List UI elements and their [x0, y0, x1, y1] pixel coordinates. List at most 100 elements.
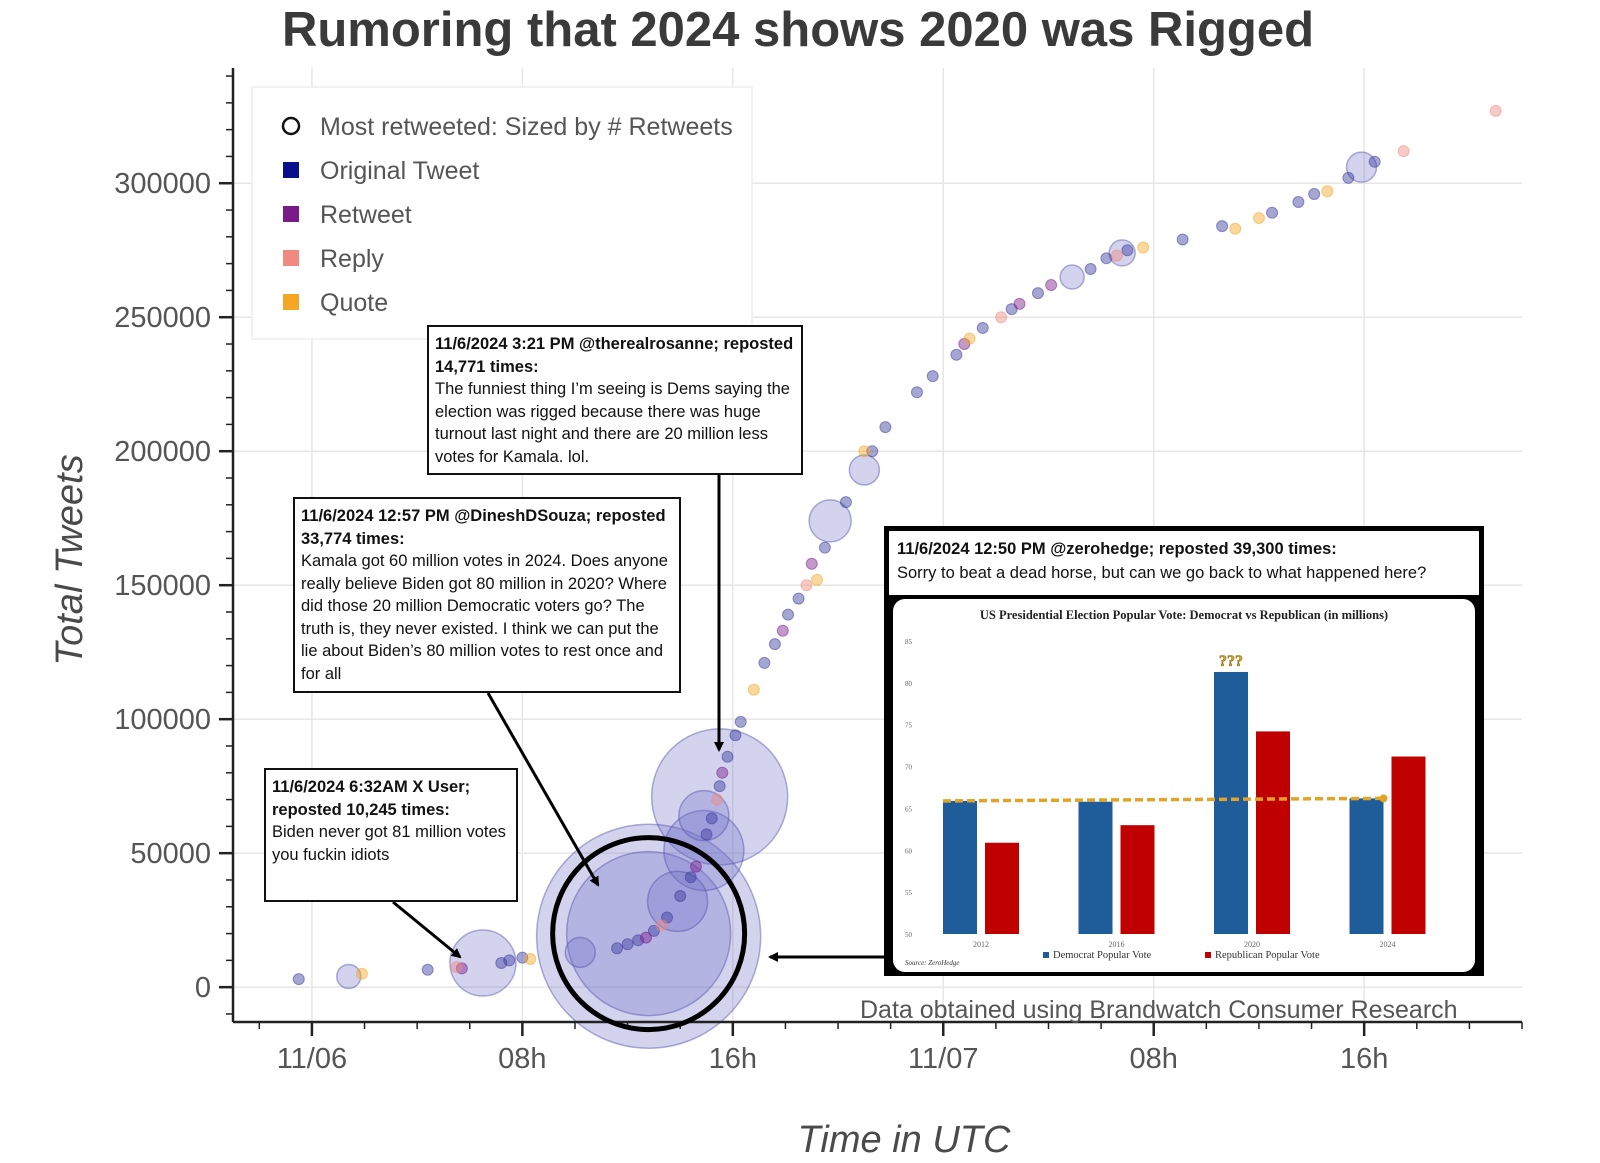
data-point [1137, 241, 1150, 254]
x-tick-label: 16h [709, 1043, 757, 1075]
data-point [810, 573, 823, 586]
x-tick-label: 16h [1340, 1043, 1388, 1075]
data-point [611, 942, 624, 955]
inset-bar [1120, 825, 1155, 934]
points-layer [292, 104, 1502, 986]
data-point [684, 871, 697, 884]
data-point [524, 953, 537, 966]
data-point [1031, 287, 1044, 300]
data-point [976, 321, 989, 334]
annotation-arrow [486, 692, 600, 887]
data-point [689, 860, 702, 873]
bubble-point [335, 963, 362, 990]
inset-bar [943, 800, 977, 934]
data-point [879, 421, 892, 434]
y-tick-label: 300000 [114, 168, 211, 200]
data-point [1489, 104, 1502, 117]
inset-y-tick-label: 85 [905, 638, 913, 646]
inset-legend-label: Democrat Popular Vote [1053, 950, 1152, 961]
data-point [818, 541, 831, 554]
data-point [776, 624, 789, 637]
annotation-rosanne: 11/6/2024 3:21 PM @therealrosanne; repos… [427, 325, 803, 475]
data-point [758, 656, 771, 669]
legend: Most retweeted: Sized by # Retweets Origi… [251, 86, 753, 340]
x-tick-label: 11/07 [908, 1043, 978, 1075]
data-point [1229, 222, 1242, 235]
source-note: Data obtained using Brandwatch Consumer … [860, 996, 1458, 1024]
bubble-point [564, 936, 596, 969]
inset-y-tick-label: 80 [905, 680, 913, 688]
inset-x-ticks: 2012 2016 2020 2024 [973, 940, 1396, 949]
data-point [655, 919, 668, 932]
data-point [1110, 249, 1123, 262]
data-point [747, 683, 760, 696]
data-point [950, 348, 963, 361]
data-point [292, 973, 305, 986]
bubble-point [678, 789, 730, 842]
inset-legend-label: Republican Popular Vote [1215, 950, 1320, 961]
x-tick-label: 08h [498, 1043, 546, 1075]
y-tick-label: 250000 [114, 302, 211, 334]
x-axis-label: Time in UTC [798, 1119, 1011, 1161]
data-point [1321, 185, 1334, 198]
annotation-body: Sorry to beat a dead horse, but can we g… [897, 564, 1427, 582]
bubble-point [808, 499, 852, 543]
data-point [910, 386, 923, 399]
data-point [621, 938, 634, 951]
annotation-header: 11/6/2024 3:21 PM @therealrosanne; repos… [435, 335, 794, 376]
inset-y-tick-label: 75 [905, 722, 913, 730]
annotation-header: 11/6/2024 12:50 PM @zerohedge; reposted … [897, 540, 1337, 558]
annotation-body: Biden never got 81 million votes you fuc… [272, 823, 506, 864]
axes: 0 50000 100000 150000 200000 250000 300000 11/0… [114, 68, 1523, 1075]
data-point [1397, 145, 1410, 158]
data-point [421, 963, 434, 976]
data-point [1013, 297, 1026, 310]
x-tick-label: 11/06 [277, 1043, 347, 1075]
annotation-arrow [392, 900, 462, 959]
annotation-body: The funniest thing I’m seeing is Dems sa… [435, 380, 790, 466]
annotation-dinesh: 11/6/2024 12:57 PM @DineshDSouza; repost… [293, 497, 681, 693]
inset-y-tick-label: 55 [905, 889, 913, 897]
inset-trend [942, 796, 1384, 803]
y-axis-label: Total Tweets [49, 454, 91, 665]
annotation-x-user: 11/6/2024 6:32AM X User; reposted 10,245… [264, 768, 518, 902]
data-point [700, 828, 713, 841]
inset-x-tick-label: 2020 [1244, 940, 1260, 949]
annotation-header: 11/6/2024 6:32AM X User; reposted 10,245… [272, 778, 471, 819]
data-point [721, 750, 734, 763]
bubble-point [1059, 264, 1085, 290]
data-point [1045, 279, 1058, 292]
data-point [1121, 244, 1134, 257]
inset-source: Source: ZeroHedge [905, 959, 960, 967]
inset-y-ticks: 85 80 75 70 65 60 55 50 [905, 638, 913, 939]
data-point [1176, 233, 1189, 246]
data-point [450, 961, 463, 974]
data-point [729, 729, 742, 742]
data-point [1084, 262, 1097, 275]
inset-bar [1349, 798, 1384, 934]
legend-marker [283, 206, 299, 222]
inset-bar [985, 842, 1019, 934]
data-point [711, 793, 724, 806]
x-tick-label: 08h [1130, 1043, 1178, 1075]
y-tick-label: 0 [195, 972, 211, 1004]
data-point [792, 592, 805, 605]
inset-bar [1078, 801, 1113, 934]
inset-callout: ??? [1219, 653, 1243, 670]
inset-legend-swatch [1205, 952, 1211, 958]
data-point [674, 890, 687, 903]
legend-marker [283, 250, 299, 266]
chart-title: Rumoring that 2024 shows 2020 was Rigged [282, 3, 1314, 57]
data-point [355, 967, 368, 980]
data-point [1216, 220, 1229, 233]
legend-label: Reply [320, 245, 384, 273]
legend-label: Quote [320, 289, 388, 317]
inset-title: US Presidential Election Popular Vote: D… [980, 608, 1388, 622]
data-point [839, 496, 852, 509]
highlight-ring [550, 835, 748, 1033]
bubble-point [449, 929, 517, 997]
inset-x-tick-label: 2024 [1380, 940, 1396, 949]
inset-bar [1391, 756, 1426, 934]
annotation-header: 11/6/2024 12:57 PM @DineshDSouza; repost… [301, 507, 666, 548]
data-point [1266, 206, 1279, 219]
